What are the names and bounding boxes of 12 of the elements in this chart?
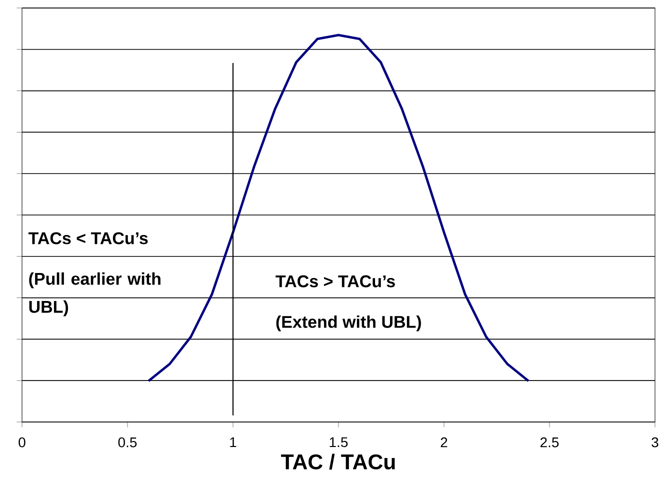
x-tick-label: 3 (652, 437, 658, 448)
annotation: TACs < TACu’s (28, 232, 148, 244)
x-tick-label: 0.5 (118, 437, 137, 448)
annotation: TACs > TACu’s (276, 275, 395, 288)
annotation: (Extend with UBL) (276, 315, 421, 332)
x-axis-title: TAC / TACu (281, 454, 395, 470)
x-tick-label: 2 (440, 437, 448, 448)
x-tick-label: 0 (18, 437, 26, 448)
x-tick-label: 1.5 (330, 437, 348, 448)
x-tick-label: 1 (230, 437, 236, 447)
x-tick-label: 2.5 (540, 437, 559, 448)
annotation: (Pull earlier with UBL) (29, 272, 160, 316)
